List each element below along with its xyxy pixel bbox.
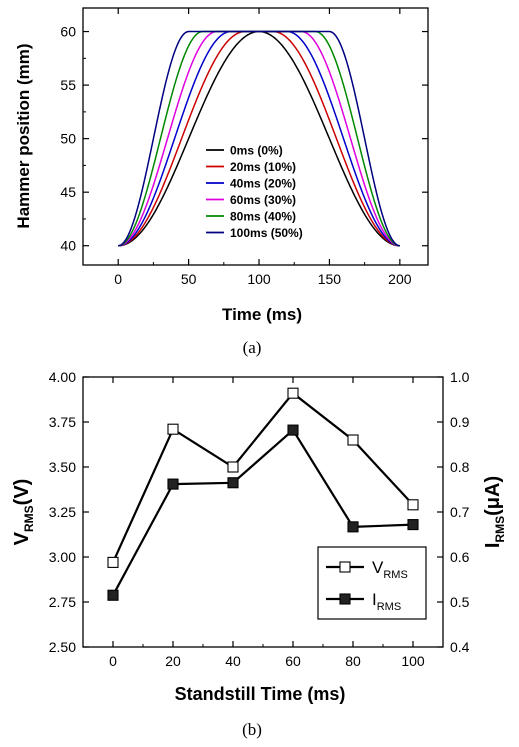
y2-tick-label-b: 0.5 <box>450 594 470 610</box>
axis-ticks-b: 0 20 40 60 80 100 2.50 2.75 3.00 3.25 3.50 3.75 4.00… <box>49 369 470 669</box>
legend-label-a: 0ms (0%) <box>230 144 283 158</box>
standstill-time-chart: 0 20 40 60 80 100 2.50 2.75 3.00 3.25 3.50 3.75 4.00… <box>11 369 507 704</box>
y-tick-label-a: 45 <box>60 184 76 200</box>
x-tick-label-a: 150 <box>318 271 342 287</box>
y-tick-label-b: 3.75 <box>49 414 76 430</box>
data-point-b <box>407 519 419 531</box>
legend-label-a: 40ms (20%) <box>230 177 296 191</box>
x-axis-label-a: Time (ms) <box>222 305 302 324</box>
series-lines-b <box>111 391 414 596</box>
y-tick-label-a: 60 <box>60 24 76 40</box>
y2-tick-label-b: 0.8 <box>450 459 470 475</box>
data-point-b <box>347 434 359 446</box>
x-tick-label-a: 100 <box>247 271 271 287</box>
y2-tick-label-b: 0.9 <box>450 414 470 430</box>
x-tick-label-b: 20 <box>165 653 181 669</box>
y2-tick-label-b: 0.6 <box>450 549 470 565</box>
y2-axis-label-b-main: I <box>482 543 504 549</box>
y-tick-label-b: 2.75 <box>49 594 76 610</box>
legend-label-b: IRMS <box>372 590 401 613</box>
y2-axis-label-b-tail: (μA) <box>482 476 504 516</box>
y-tick-label-b: 4.00 <box>49 369 76 385</box>
y2-tick-label-b: 0.4 <box>450 639 470 655</box>
y-axis-label-b-sub: RMS <box>22 505 36 532</box>
caption-b: (b) <box>242 720 262 739</box>
y-tick-label-b: 3.25 <box>49 504 76 520</box>
y-tick-label-b: 2.50 <box>49 639 76 655</box>
data-point-b <box>407 499 419 511</box>
data-point-b <box>227 461 239 473</box>
series-line-b <box>111 391 414 563</box>
legend-label-b-sub: RMS <box>383 569 407 581</box>
legend-label-b-main: I <box>372 590 377 609</box>
axis-ticks-a: 0 50 100 150 200 40 45 50 55 60 <box>60 8 428 287</box>
data-point-b <box>107 589 119 601</box>
data-point-b <box>287 387 299 399</box>
y2-axis-label-b-sub: RMS <box>493 516 507 543</box>
legend-label-a: 60ms (30%) <box>230 193 296 207</box>
legend-marker-b <box>339 561 351 573</box>
legend-label-a: 80ms (40%) <box>230 210 296 224</box>
y-tick-label-a: 55 <box>60 77 76 93</box>
x-tick-label-a: 50 <box>181 271 197 287</box>
data-point-b <box>287 424 299 436</box>
data-point-b <box>347 521 359 533</box>
hammer-position-chart: 0 50 100 150 200 40 45 50 55 60 0ms (0%) 20ms (10%… <box>14 7 429 324</box>
legend-label-b-sub: RMS <box>377 601 401 613</box>
series-line-b <box>112 428 414 596</box>
legend-marker-b <box>339 593 351 605</box>
legend-label-b: VRMS <box>372 558 408 581</box>
y-axis-label-b-main: V <box>11 531 33 545</box>
legend-box-b <box>317 546 427 620</box>
data-point-b <box>167 423 179 435</box>
y2-tick-label-b: 1.0 <box>450 369 470 385</box>
y-tick-label-b: 3.50 <box>49 459 76 475</box>
series-lines-a <box>118 30 400 247</box>
y-tick-label-a: 40 <box>60 238 76 254</box>
x-tick-label-b: 60 <box>285 653 301 669</box>
x-axis-label-b: Standstill Time (ms) <box>175 684 346 704</box>
caption-a: (a) <box>243 338 262 357</box>
y2-axis-label-b: IRMS(μA) <box>482 476 507 548</box>
y-axis-label-b-tail: (V) <box>11 479 33 506</box>
x-tick-label-b: 40 <box>225 653 241 669</box>
plot-frame-a <box>82 7 429 266</box>
x-tick-label-b: 100 <box>401 653 425 669</box>
x-tick-label-a: 200 <box>388 271 412 287</box>
data-point-b <box>167 478 179 490</box>
y-axis-label-b: VRMS(V) <box>11 479 36 546</box>
legend-label-b-main: V <box>372 558 384 577</box>
y-axis-label-a: Hammer position (mm) <box>14 43 33 228</box>
y-tick-label-a: 50 <box>60 131 76 147</box>
x-tick-label-b: 80 <box>345 653 361 669</box>
x-tick-label-a: 0 <box>114 271 122 287</box>
data-point-b <box>107 556 119 568</box>
series-line-a <box>118 30 400 247</box>
legend-label-a: 20ms (10%) <box>230 160 296 174</box>
series-markers-b <box>107 387 419 601</box>
legend-a: 0ms (0%) 20ms (10%) 40ms (20%) 60ms (30%) 80… <box>206 144 303 240</box>
legend-label-a: 100ms (50%) <box>230 226 303 240</box>
y-tick-label-b: 3.00 <box>49 549 76 565</box>
data-point-b <box>227 477 239 489</box>
y2-tick-label-b: 0.7 <box>450 504 470 520</box>
x-tick-label-b: 0 <box>109 653 117 669</box>
